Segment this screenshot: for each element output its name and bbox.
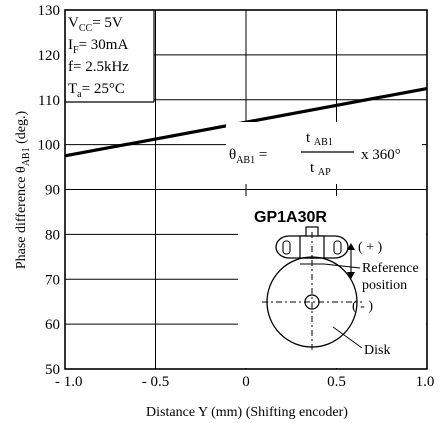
formula-equals: = — [255, 147, 267, 163]
sensor-right-hole — [333, 240, 342, 255]
disk-label: Disk — [364, 343, 390, 358]
plus-direction-label: ( + ) — [358, 240, 383, 255]
condition-line: f= 2.5kHz — [68, 59, 129, 75]
condition-value: = 5V — [92, 15, 123, 31]
formula-denominator-subscript: AP — [318, 167, 331, 178]
y-tick-label: 110 — [38, 93, 60, 109]
y-axis-label-main: Phase difference θ — [14, 166, 29, 269]
condition-value: = 25°C — [82, 81, 125, 97]
condition-symbol: T — [68, 81, 77, 97]
condition-value: = 2.5kHz — [73, 59, 129, 75]
condition-value: = 30mA — [79, 37, 129, 53]
y-tick-labels: 50 60 70 80 90 100 110 120 130 — [38, 3, 61, 378]
y-tick-label: 120 — [38, 48, 61, 64]
formula-numerator-t: t — [306, 130, 314, 146]
x-tick-label: - 1.0 — [55, 374, 83, 390]
condition-line: VCC= 5V — [68, 15, 123, 34]
minus-direction-label: ( - ) — [352, 299, 373, 314]
plot-frame — [64, 9, 428, 370]
formula-lhs-subscript: AB1 — [236, 155, 255, 166]
x-axis-label: Distance Y (mm) (Shifting encoder) — [146, 405, 348, 420]
formula-theta: θ — [229, 147, 236, 163]
formula-multiplier: x 360° — [361, 147, 401, 163]
conditions-box: VCC= 5V IF= 30mA f= 2.5kHz Ta= 25°C — [65, 10, 155, 103]
x-tick-labels: - 1.0 - 0.5 0 0.5 1.0 — [55, 374, 434, 390]
annotation-backgrounds — [66, 11, 426, 368]
part-name-label: GP1A30R — [254, 209, 327, 226]
encoder-diagram: GP1A30R ( + ) Reference position ( - ) Disk — [254, 209, 419, 358]
reference-leader-line — [323, 263, 361, 269]
sensor-housing — [275, 235, 349, 259]
formula-numerator-subscript: AB1 — [314, 137, 333, 148]
formula-lhs: θAB1 = — [229, 147, 267, 166]
y-axis-label-subscript: AB1 — [21, 147, 32, 166]
y-tick-label: 70 — [45, 272, 60, 288]
condition-symbol: I — [68, 37, 73, 53]
y-tick-label: 130 — [38, 3, 61, 19]
y-axis-label: Phase difference θAB1 (deg.) — [14, 111, 32, 270]
diagram-background — [238, 196, 426, 368]
y-tick-label: 80 — [45, 227, 60, 243]
x-tick-label: 1.0 — [416, 374, 435, 390]
y-tick-label: 100 — [38, 138, 61, 154]
formula-denominator-t: t — [310, 160, 318, 176]
conditions-background — [66, 11, 154, 101]
y-axis-label-unit: (deg.) — [14, 111, 29, 148]
condition-subscript: a — [77, 89, 82, 100]
sensor-left-hole — [282, 240, 291, 255]
reference-label-line1: Reference — [362, 261, 419, 276]
condition-line: IF= 30mA — [68, 37, 128, 56]
disk-leader-line — [332, 326, 363, 349]
formula-numerator: t AB1 — [306, 130, 333, 148]
x-tick-label: - 0.5 — [142, 374, 170, 390]
direction-arrow-down — [347, 272, 355, 279]
condition-subscript: CC — [79, 23, 93, 34]
direction-arrow-up — [347, 243, 355, 250]
y-tick-label: 50 — [45, 362, 60, 378]
formula-background — [226, 122, 422, 184]
y-tick-label: 60 — [45, 317, 60, 333]
formula-denominator: t AP — [310, 160, 331, 178]
condition-subscript: F — [73, 45, 79, 56]
reference-label-line2: position — [362, 278, 407, 293]
x-tick-label: 0 — [242, 374, 250, 390]
condition-symbol: V — [68, 15, 79, 31]
condition-line: Ta= 25°C — [68, 81, 125, 100]
y-tick-label: 90 — [45, 183, 60, 199]
condition-symbol: f — [68, 59, 73, 75]
x-tick-label: 0.5 — [327, 374, 346, 390]
